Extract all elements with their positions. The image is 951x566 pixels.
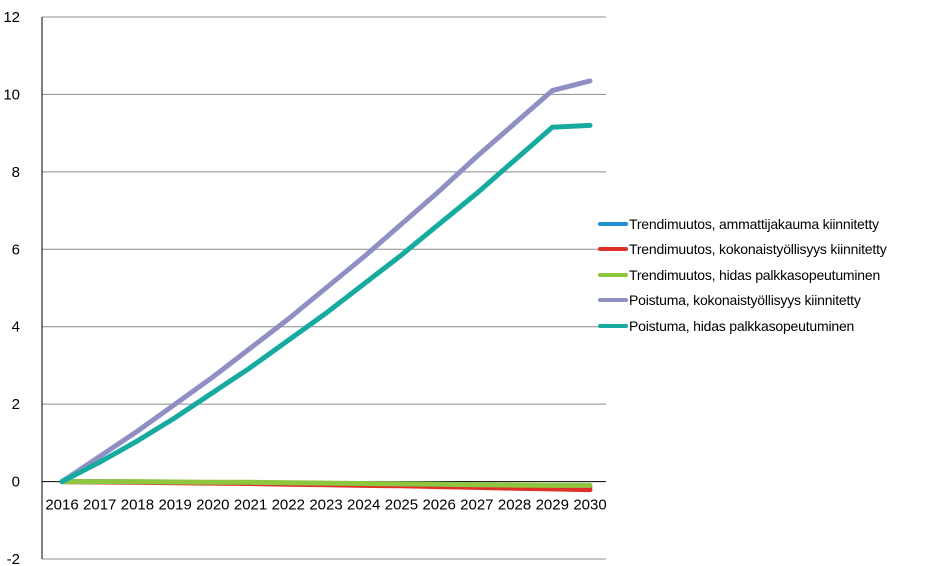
legend-label: Trendimuutos, ammattijakauma kiinnitetty xyxy=(629,215,879,232)
series-line xyxy=(59,122,593,485)
x-tick-label: 2027 xyxy=(460,497,493,514)
legend-item: Poistuma, kokonaistyöllisyys kiinnitetty xyxy=(598,288,951,314)
y-tick-label: -2 xyxy=(7,551,20,566)
series-line xyxy=(59,479,593,488)
legend-item: Trendimuutos, ammattijakauma kiinnitetty xyxy=(598,211,951,237)
legend-label: Trendimuutos, hidas palkkasopeutuminen xyxy=(629,266,881,283)
x-tick-label: 2028 xyxy=(498,497,531,514)
series-lines xyxy=(59,78,593,493)
x-tick-label: 2030 xyxy=(573,497,606,514)
legend-swatch xyxy=(598,272,628,277)
x-tick-label: 2023 xyxy=(309,497,342,514)
x-tick-label: 2024 xyxy=(347,497,380,514)
x-tick-label: 2020 xyxy=(196,497,229,514)
y-tick-label: 6 xyxy=(12,241,20,258)
x-tick-label: 2018 xyxy=(121,497,154,514)
legend-item: Trendimuutos, kokonaistyöllisyys kiinnit… xyxy=(598,237,951,263)
legend-swatch xyxy=(598,247,628,252)
x-tick-label: 2021 xyxy=(234,497,267,514)
x-tick-label: 2025 xyxy=(385,497,418,514)
y-tick-label: 4 xyxy=(12,319,20,336)
legend-label: Trendimuutos, kokonaistyöllisyys kiinnit… xyxy=(629,241,887,258)
x-tick-label: 2026 xyxy=(422,497,455,514)
y-tick-labels: -2 0 2 4 6 8 10 12 xyxy=(3,9,20,566)
y-tick-label: 10 xyxy=(3,86,20,103)
gridlines xyxy=(42,16,606,560)
legend-swatch xyxy=(598,221,628,226)
y-tick-label: 2 xyxy=(12,396,20,413)
y-tick-label: 8 xyxy=(12,164,20,181)
legend-item: Trendimuutos, hidas palkkasopeutuminen xyxy=(598,262,951,288)
legend-label: Poistuma, hidas palkkasopeutuminen xyxy=(629,317,855,334)
x-tick-label: 2017 xyxy=(83,497,116,514)
y-tick-label: 12 xyxy=(3,9,20,26)
x-tick-label: 2016 xyxy=(45,497,78,514)
legend: Trendimuutos, ammattijakauma kiinnitetty… xyxy=(598,211,951,339)
legend-swatch xyxy=(598,298,628,303)
y-tick-label: 0 xyxy=(12,474,20,491)
x-tick-labels: 2016 2017 2018 2019 2020 2021 2022 2023 2024 2025… xyxy=(45,497,606,514)
legend-swatch xyxy=(598,323,628,328)
x-tick-label: 2019 xyxy=(158,497,191,514)
legend-label: Poistuma, kokonaistyöllisyys kiinnitetty xyxy=(629,292,861,309)
legend-item: Poistuma, hidas palkkasopeutuminen xyxy=(598,313,951,339)
series-line xyxy=(59,78,593,485)
x-tick-label: 2022 xyxy=(272,497,305,514)
x-tick-label: 2029 xyxy=(536,497,569,514)
